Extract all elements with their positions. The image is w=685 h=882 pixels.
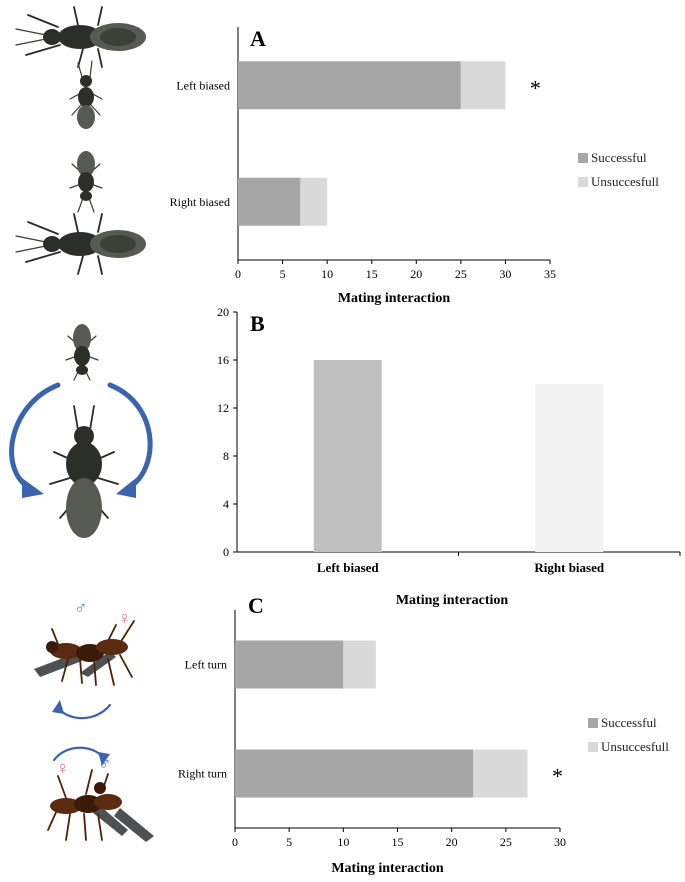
x-tick-label: 10	[321, 267, 333, 281]
x-tick-label: 10	[337, 835, 349, 849]
wasp-photo	[49, 405, 119, 538]
legend-swatch	[588, 718, 598, 728]
category-label: Right biased	[534, 560, 604, 575]
x-tick-label: 35	[544, 267, 556, 281]
category-label: Left turn	[185, 658, 227, 672]
y-tick-label: 12	[217, 401, 229, 415]
x-tick-label: 0	[235, 267, 241, 281]
y-tick-label: 0	[223, 545, 229, 559]
bar-successful-left-biased	[238, 61, 461, 110]
x-tick-label: 5	[280, 267, 286, 281]
rotation-arrow-icon	[107, 382, 153, 491]
chart-c: 0 5 10 15 20 25 30 Left turn Right turn * Mating i…	[178, 593, 669, 876]
panel-b-illustration	[9, 324, 153, 538]
x-axis-title: Mating interaction	[338, 291, 451, 306]
legend-label: Unsuccesfull	[601, 739, 669, 754]
bar-unsuccesfull-right-biased	[300, 177, 328, 226]
rotation-arrow-icon	[9, 382, 61, 491]
legend-label: Successful	[591, 150, 647, 165]
chart-b: 0 4 8 12 16 20 Left biased Right biased Mating i…	[217, 305, 681, 608]
female-symbol: ♀	[118, 608, 132, 628]
legend-swatch	[588, 742, 598, 752]
bar-left-biased	[313, 360, 382, 552]
panel-letter: C	[248, 593, 264, 618]
x-tick-label: 30	[499, 267, 511, 281]
legend-swatch	[578, 153, 588, 163]
bar-successful-right-turn	[235, 749, 474, 798]
significance-marker: *	[552, 764, 563, 789]
x-tick-label: 20	[446, 835, 458, 849]
panel-c-illustration: ♂ ♀ ♀ ♂	[34, 598, 154, 842]
bar-unsuccesfull-left-biased	[460, 61, 506, 110]
x-tick-label: 30	[554, 835, 566, 849]
wasp-photo	[69, 151, 103, 213]
panel-a-illustration	[15, 6, 146, 275]
y-tick-label: 16	[217, 353, 229, 367]
x-tick-label: 5	[286, 835, 292, 849]
panel-letter: A	[250, 26, 266, 51]
category-label: Left biased	[176, 78, 230, 92]
bar-right-biased	[535, 384, 604, 552]
wasp-photo	[34, 620, 135, 686]
panel-letter: B	[250, 311, 265, 336]
legend-label: Unsuccesfull	[591, 174, 659, 189]
x-tick-label: 15	[392, 835, 404, 849]
legend-swatch	[578, 177, 588, 187]
bar-successful-left-turn	[235, 640, 344, 689]
category-label: Right biased	[170, 195, 230, 209]
chart-a: 0 5 10 15 20 25 30 35 Left biased * Right biased Ma…	[170, 26, 660, 306]
wasp-photo	[47, 769, 154, 842]
x-tick-label: 20	[410, 267, 422, 281]
x-axis-title: Mating interaction	[331, 861, 444, 876]
bar-unsuccesfull-left-turn	[343, 640, 376, 689]
wasp-photo	[65, 324, 99, 381]
rotation-arrow-icon	[56, 703, 112, 720]
wasp-photo	[69, 60, 103, 129]
y-tick-label: 4	[223, 497, 229, 511]
category-label: Right turn	[178, 767, 227, 781]
significance-marker: *	[530, 75, 541, 100]
x-tick-label: 0	[232, 835, 238, 849]
y-tick-label: 8	[223, 449, 229, 463]
bar-unsuccesfull-right-turn	[473, 749, 528, 798]
category-label: Left biased	[317, 560, 380, 575]
x-tick-label: 25	[500, 835, 512, 849]
wasp-photo	[15, 213, 146, 275]
wasp-photo	[15, 6, 146, 68]
x-tick-label: 15	[366, 267, 378, 281]
x-axis-title: Mating interaction	[396, 593, 509, 608]
x-tick-label: 25	[455, 267, 467, 281]
legend-label: Successful	[601, 715, 657, 730]
y-tick-label: 20	[217, 305, 229, 319]
male-symbol: ♂	[74, 598, 88, 618]
female-symbol: ♀	[56, 758, 70, 778]
bar-successful-right-biased	[238, 177, 301, 226]
